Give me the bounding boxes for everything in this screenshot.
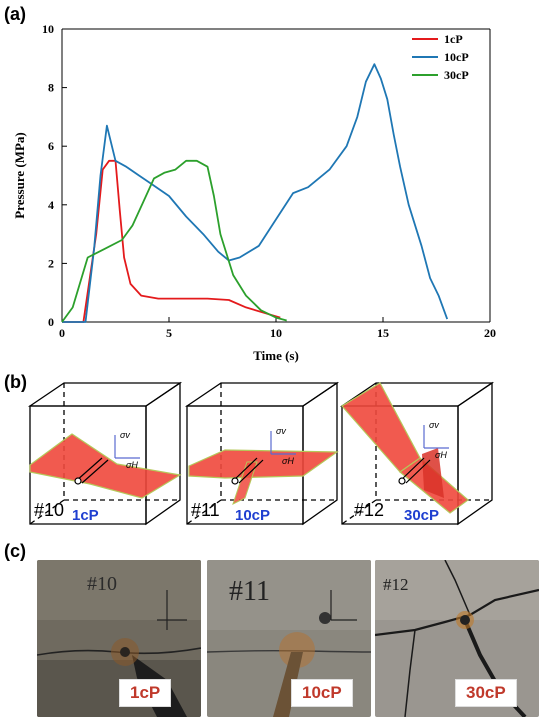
fracture-plane [29,433,182,499]
series-line-10cP [62,63,449,323]
fluid-label: 10cP [235,507,270,524]
y-tick-label: 6 [48,139,54,153]
y-tick-label: 4 [48,198,54,212]
wellbore-icon [398,477,406,485]
y-tick-label: 2 [48,256,54,270]
chart-legend: 1cP 10cP 30cP [412,32,469,82]
fracture-center [422,448,444,498]
sigma-v-label: σv [429,420,439,430]
sigma-v-label: σv [276,426,286,436]
sigma-h-label: σH [126,460,138,470]
legend-label: 30cP [444,68,469,82]
handwritten-id: #10 [87,573,117,595]
fracture-plane [188,449,339,479]
chart-series-lines [61,63,449,323]
sigma-h-label: σH [435,450,447,460]
x-axis-label: Time (s) [253,348,299,363]
y-tick-label: 10 [42,22,54,36]
fluid-label: 30cP [404,507,439,524]
cube-diagram-11: σv σH #11 10cP [184,380,350,537]
fluid-label: 1cP [72,507,99,524]
chart-ticks: 0 5 10 15 20 0 2 4 6 8 10 [42,22,496,340]
wellbore-icon [231,477,239,485]
sigma-v-label: σv [120,430,130,440]
x-tick-label: 20 [484,326,496,340]
panel-label-c: (c) [4,541,26,561]
cube-diagram-12: σv σH #12 30cP [339,380,505,537]
x-tick-label: 5 [166,326,172,340]
cube-diagram-10: σv σH #10 1cP [22,380,187,537]
handwritten-id: #12 [383,575,409,594]
series-line-1cP [62,159,281,323]
x-tick-label: 0 [59,326,65,340]
specimen-photo-12: #12 30cP [375,560,539,717]
panel-label-a: (a) [4,4,26,24]
y-axis-label: Pressure (MPa) [12,132,27,219]
specimen-photo-10: #10 1cP [37,560,201,717]
sigma-h-label: σH [282,456,294,466]
wellbore-icon [74,477,82,485]
fracture-wing-upper [341,382,421,473]
x-tick-label: 15 [377,326,389,340]
legend-label: 10cP [444,50,469,64]
x-tick-label: 10 [270,326,282,340]
specimen-id: #12 [354,500,384,520]
y-tick-label: 8 [48,81,54,95]
chart-axes [61,28,491,323]
specimen-photo-11: #11 10cP [207,560,371,717]
panel-label-b: (b) [4,372,27,392]
fluid-badge: 30cP [455,679,517,707]
legend-label: 1cP [444,32,463,46]
handwritten-id: #11 [229,576,270,607]
y-tick-label: 0 [48,315,54,329]
specimen-id: #10 [34,500,64,520]
series-line-30cP [61,159,287,323]
specimen-id: #11 [191,500,220,520]
fluid-badge: 1cP [119,679,172,707]
fluid-badge: 10cP [291,679,353,707]
